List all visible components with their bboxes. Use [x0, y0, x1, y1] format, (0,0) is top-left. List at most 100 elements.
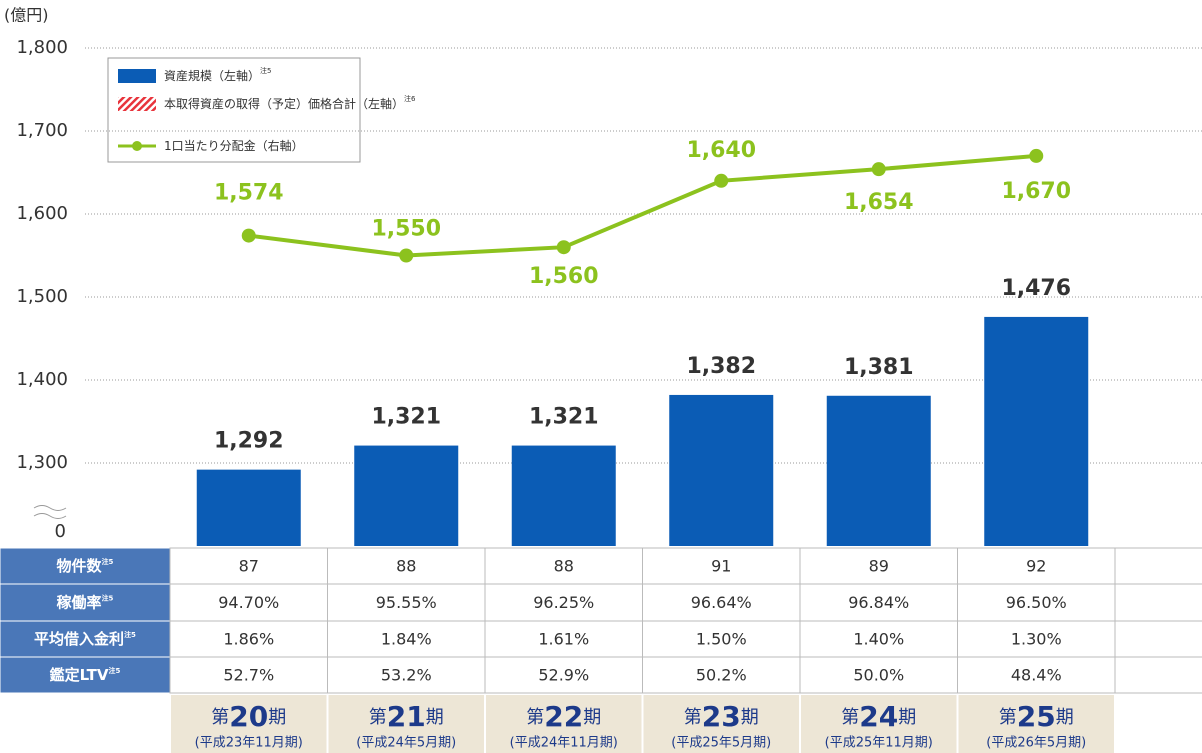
legend-swatch: [118, 97, 156, 111]
bar: [196, 469, 301, 546]
table-value: 96.25%: [533, 593, 594, 612]
period-cell: [486, 695, 642, 753]
table-cell: [799, 620, 958, 658]
table-value: 52.9%: [538, 666, 589, 685]
table-cell: [327, 620, 486, 658]
legend-note: 注5: [260, 66, 271, 75]
axis-break: [33, 505, 67, 519]
table-value: 87: [239, 557, 259, 576]
legend-swatch: [118, 69, 156, 83]
period-suffix: 期: [898, 707, 916, 728]
bar-value-label: 1,292: [214, 429, 284, 454]
table-cell: [642, 620, 801, 658]
table-cell: [642, 583, 801, 622]
table-value: 95.55%: [376, 593, 437, 612]
period-title: 第20期: [211, 700, 286, 733]
table-value: 89: [869, 557, 889, 576]
bar-value-label: 1,382: [686, 354, 756, 379]
legend-label: 資産規模（左軸）注5: [164, 66, 271, 83]
period-title: 第21期: [369, 700, 444, 733]
table-cell: [169, 583, 328, 622]
period-cell: [643, 695, 799, 753]
row-header: 稼働率注5: [57, 593, 114, 611]
legend-label: 本取得資産の取得（予定）価格合計（左軸）注6: [164, 94, 416, 111]
legend-label: 1口当たり分配金（右軸）: [164, 138, 304, 153]
table-value: 1.86%: [223, 630, 274, 649]
table-cell: [1114, 620, 1202, 658]
y-tick-label: 1,800: [16, 37, 68, 58]
table-cell: [169, 656, 328, 694]
period-number: 24: [859, 700, 898, 733]
y-tick-label: 1,400: [16, 369, 68, 390]
table-cell: [957, 547, 1116, 585]
row-label: 稼働率: [57, 593, 102, 611]
period-cell: [171, 695, 327, 753]
line-point: [241, 228, 256, 243]
line-value-label: 1,640: [686, 138, 756, 163]
line-point: [871, 162, 886, 177]
bar-value-label: 1,321: [371, 405, 441, 430]
table-value: 1.40%: [853, 630, 904, 649]
row-note: 注5: [124, 630, 136, 639]
table-cell: [799, 656, 958, 694]
row-label: 鑑定LTV: [50, 666, 109, 684]
legend-name: 1口当たり分配金（右軸）: [164, 138, 304, 153]
table-value: 96.84%: [848, 593, 909, 612]
line-value-label: 1,550: [371, 217, 441, 242]
period-sub: (平成24年5月期): [356, 736, 456, 751]
period-suffix: 期: [268, 707, 286, 728]
line: [248, 153, 1037, 258]
period-suffix: 期: [741, 707, 759, 728]
table-cell: [1114, 583, 1202, 622]
period-title: 第24期: [841, 700, 916, 733]
period-cell: [801, 695, 957, 753]
period-cell: [328, 695, 484, 753]
period-suffix: 期: [426, 707, 444, 728]
y-tick-label: 1,600: [16, 203, 68, 224]
table-value: 94.70%: [218, 593, 279, 612]
period-sub: (平成25年5月期): [671, 736, 771, 751]
y-tick-label: 1,500: [16, 286, 68, 307]
row-header: 物件数注5: [57, 557, 114, 575]
period-prefix: 第: [369, 707, 387, 728]
line-point: [714, 173, 729, 188]
line-value-label: 1,654: [844, 190, 914, 215]
period-number: 25: [1017, 700, 1056, 733]
table-cell: [642, 547, 801, 585]
row-header-cell: [0, 583, 171, 622]
table-cell: [1114, 656, 1202, 694]
period-number: 23: [702, 700, 741, 733]
period-sub: (平成25年11月期): [825, 736, 933, 751]
table-value: 1.30%: [1011, 630, 1062, 649]
period-prefix: 第: [211, 707, 229, 728]
row-label: 平均借入金利: [34, 630, 124, 648]
line-value-label: 1,574: [214, 181, 284, 206]
legend-note: 注6: [404, 94, 416, 103]
table-value: 92: [1026, 557, 1046, 576]
bar-value-label: 1,476: [1001, 276, 1071, 301]
table-value: 88: [554, 557, 574, 576]
table-cell: [484, 583, 643, 622]
period-prefix: 第: [999, 707, 1017, 728]
bar: [511, 445, 616, 546]
period-prefix: 第: [684, 707, 702, 728]
row-note: 注5: [102, 594, 114, 603]
bar: [669, 394, 774, 546]
period-title: 第25期: [999, 700, 1074, 733]
table-value: 96.50%: [1006, 593, 1067, 612]
y-break-label: 0: [55, 521, 66, 542]
row-header: 平均借入金利注5: [34, 630, 136, 648]
legend-name: 本取得資産の取得（予定）価格合計（左軸）: [164, 96, 404, 111]
line-value-label: 1,670: [1001, 179, 1071, 204]
period-number: 20: [229, 700, 268, 733]
row-header-cell: [0, 547, 171, 585]
unit-label: (億円): [4, 6, 49, 25]
table-value: 1.84%: [381, 630, 432, 649]
row-label: 物件数: [57, 557, 103, 575]
bar-value-label: 1,321: [529, 405, 599, 430]
table-value: 1.61%: [538, 630, 589, 649]
period-prefix: 第: [841, 707, 859, 728]
period-number: 22: [544, 700, 583, 733]
table-value: 52.7%: [223, 666, 274, 685]
